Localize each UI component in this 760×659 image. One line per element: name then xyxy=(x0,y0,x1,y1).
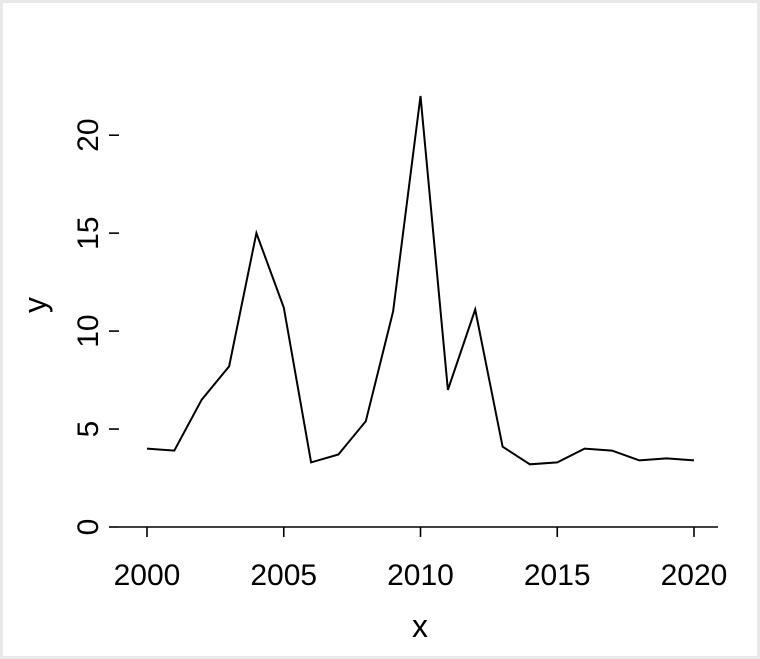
y-tick-label: 5 xyxy=(72,421,105,438)
x-axis-label: x xyxy=(412,608,428,644)
x-tick-label: 2020 xyxy=(661,559,728,592)
y-tick-label: 15 xyxy=(72,216,105,249)
y-tick-label: 20 xyxy=(72,118,105,151)
x-tick-label: 2015 xyxy=(524,559,591,592)
x-tick-label: 2010 xyxy=(387,559,454,592)
y-axis-label: y xyxy=(17,297,53,313)
plot-area: 2000 2005 2010 2015 2020 0 5 10 15 20 x y xyxy=(17,95,728,644)
y-tick-label: 10 xyxy=(72,314,105,347)
x-tick-label: 2000 xyxy=(114,559,181,592)
x-tick-label: 2005 xyxy=(250,559,317,592)
y-tick-label: 0 xyxy=(72,519,105,536)
series-line xyxy=(146,95,695,466)
